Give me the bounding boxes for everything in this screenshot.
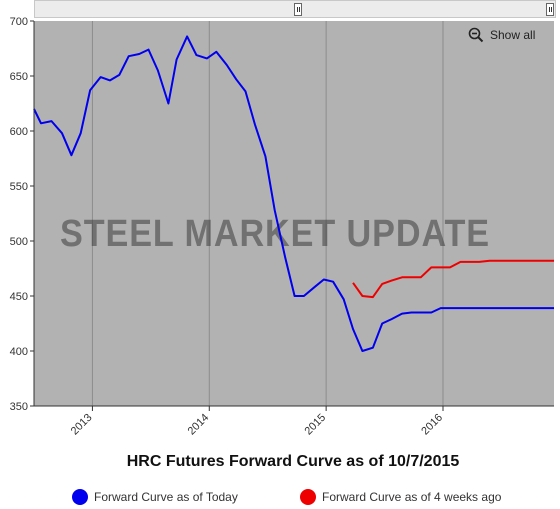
x-tick-label: 2013 [69, 412, 95, 438]
chart-title: HRC Futures Forward Curve as of 10/7/201… [126, 453, 460, 470]
legend-label-today: Forward Curve as of Today [94, 490, 238, 504]
y-tick-label: 400 [10, 346, 28, 358]
show-all-button[interactable]: Show all [468, 26, 535, 44]
legend-marker-today [72, 489, 88, 505]
navigator-right-handle[interactable] [546, 3, 554, 16]
watermark-text: STEEL MARKET UPDATE [60, 213, 490, 255]
x-tick-label: 2015 [302, 412, 328, 438]
legend-marker-4-weeks-ago [300, 489, 316, 505]
legend-item-4-weeks-ago[interactable]: Forward Curve as of 4 weeks ago [300, 489, 501, 505]
watermark-logo: STEEL MARKET UPDATE [60, 168, 490, 292]
range-navigator[interactable] [34, 0, 556, 18]
navigator-left-handle[interactable] [294, 3, 302, 16]
legend-item-today[interactable]: Forward Curve as of Today [72, 489, 238, 505]
y-tick-label: 700 [10, 16, 28, 28]
legend-label-4-weeks-ago: Forward Curve as of 4 weeks ago [322, 490, 502, 504]
show-all-label: Show all [490, 28, 536, 42]
y-tick-label: 550 [10, 181, 28, 193]
y-tick-label: 500 [10, 236, 28, 248]
x-tick-label: 2016 [419, 412, 445, 438]
y-tick-label: 650 [10, 71, 28, 83]
y-tick-label: 350 [10, 401, 28, 413]
y-tick-label: 600 [10, 126, 28, 138]
series-line-today[interactable] [33, 35, 554, 352]
x-tick-label: 2014 [186, 412, 212, 438]
plot-area [34, 21, 554, 406]
y-tick-label: 450 [10, 291, 28, 303]
zoom-out-icon [468, 27, 484, 43]
series-line-4-weeks-ago[interactable] [352, 259, 554, 299]
